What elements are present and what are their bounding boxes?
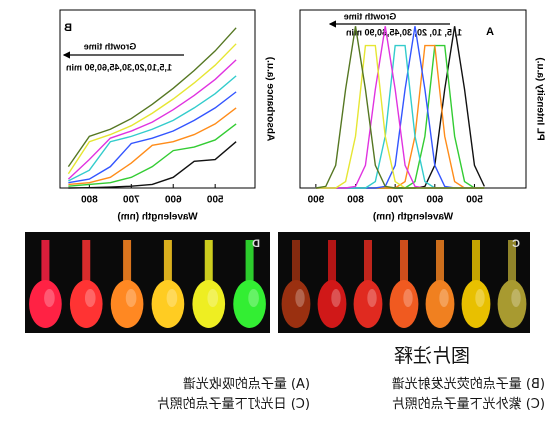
flask-neck xyxy=(245,240,254,285)
x-tick-label: 500 xyxy=(206,195,223,206)
flask-glow xyxy=(367,289,377,307)
x-tick-label: 600 xyxy=(426,195,443,206)
flask-body xyxy=(461,280,491,328)
annotation: 1,5,10,20,30,45,60,90 min xyxy=(66,62,172,72)
series-line xyxy=(68,107,237,186)
flask-neck xyxy=(436,240,444,285)
flask-neck xyxy=(328,240,336,285)
x-tick-label: 500 xyxy=(466,195,483,206)
series-line xyxy=(315,26,485,189)
series-line xyxy=(315,44,485,189)
flask-body xyxy=(192,280,226,328)
series-line xyxy=(315,44,485,189)
flask-glow xyxy=(44,289,55,307)
flask-neck xyxy=(292,240,300,285)
flask-glow xyxy=(439,289,449,307)
caption-item: (C) 日光灯下量子点的照片 xyxy=(156,397,310,412)
annotation: 1, 5, 10, 20, 30,45,60,90 min xyxy=(346,27,462,37)
panel-label: A xyxy=(486,26,494,38)
annotation: Growth time xyxy=(84,41,137,51)
x-axis-label: Wavelength (nm) xyxy=(117,212,197,223)
annotation: Growth time xyxy=(344,11,397,21)
flask-neck xyxy=(163,240,172,285)
flask-body xyxy=(110,280,144,328)
flask-body xyxy=(29,280,62,328)
flask-glow xyxy=(248,289,259,307)
flask-glow xyxy=(511,289,521,307)
y-axis-label: PL Intensity (a.u.) xyxy=(534,57,545,140)
photo xyxy=(25,232,270,333)
panel-label: B xyxy=(64,22,72,34)
photo-label: D xyxy=(252,238,260,250)
series-line xyxy=(68,91,237,184)
y-axis-label: Absorbance (a.u.) xyxy=(264,57,275,141)
caption-item: (A) 量子点的吸收光谱 xyxy=(182,377,310,392)
x-axis-label: Wavelength (nm) xyxy=(373,212,453,223)
flask-neck xyxy=(508,240,516,285)
flask-neck xyxy=(41,240,50,285)
flask-glow xyxy=(125,289,137,307)
flask-glow xyxy=(84,289,96,307)
flask-body xyxy=(425,280,455,328)
photo-label: C xyxy=(512,238,520,250)
x-tick-label: 900 xyxy=(307,195,324,206)
series-line xyxy=(67,43,237,175)
series-line xyxy=(315,44,485,189)
flask-body xyxy=(497,280,527,328)
series-line xyxy=(68,141,237,189)
plot-frame xyxy=(59,9,256,189)
caption-item: (B) 量子点的荧光发射光谱 xyxy=(391,377,545,392)
flask-neck xyxy=(82,240,91,285)
flask-body xyxy=(69,280,103,328)
series-line xyxy=(67,27,237,168)
x-tick-label: 800 xyxy=(81,195,98,206)
x-tick-label: 700 xyxy=(123,195,140,206)
flask-body xyxy=(233,280,266,328)
flask-glow xyxy=(403,289,413,307)
series-line xyxy=(67,59,237,180)
series-line xyxy=(68,123,237,187)
x-tick-label: 800 xyxy=(347,195,364,206)
flask-glow xyxy=(475,289,485,307)
flask-neck xyxy=(364,240,372,285)
x-tick-label: 700 xyxy=(386,195,403,206)
flask-body xyxy=(151,280,185,328)
caption-item: (C) 紫外光下量子点的照片 xyxy=(391,397,545,412)
x-tick-label: 600 xyxy=(164,195,181,206)
flask-body xyxy=(353,280,383,328)
caption-title: 图片注释 xyxy=(393,345,470,367)
flask-neck xyxy=(400,240,408,285)
series-line xyxy=(68,75,237,182)
flask-body xyxy=(389,280,419,328)
flask-body xyxy=(317,280,347,328)
series-line xyxy=(315,26,486,189)
flask-body xyxy=(281,280,311,328)
figure: 500 600 700 800 900 Wavelength (nm) PL Intensi… xyxy=(25,9,545,333)
flask-glow xyxy=(166,289,178,307)
flask-neck xyxy=(123,240,132,285)
flask-neck xyxy=(204,240,213,285)
series-line xyxy=(315,44,485,189)
flask-glow xyxy=(331,289,341,307)
flask-glow xyxy=(295,289,305,307)
flask-glow xyxy=(207,289,219,307)
flask-neck xyxy=(472,240,480,285)
